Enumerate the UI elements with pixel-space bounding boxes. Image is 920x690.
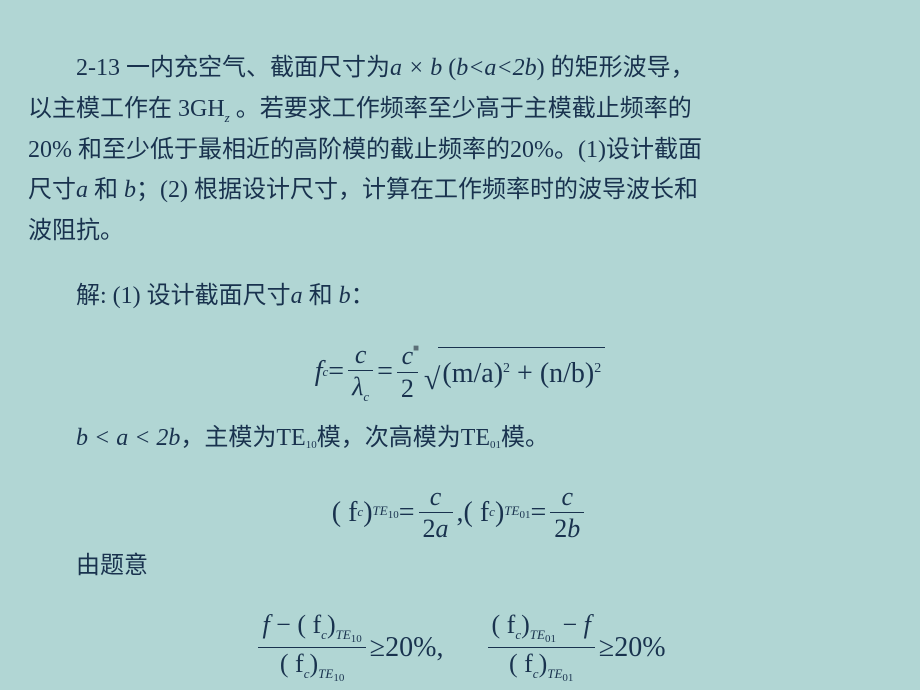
txt: 解: xyxy=(76,283,107,309)
denominator: λc xyxy=(348,373,373,404)
frac-bar xyxy=(348,370,373,371)
txt: 模。 xyxy=(501,425,549,451)
radicand: (m/a)2 + (n/b)2 xyxy=(438,347,605,398)
op: = xyxy=(377,348,393,396)
txt: ；(2) 根据设计尺寸，计算在工作频率时的波导波长和 xyxy=(136,177,698,203)
txt: 尺寸 xyxy=(28,177,76,203)
solution-header: 解: (1) 设计截面尺寸a 和 b： xyxy=(28,276,892,317)
txt: 波阻抗。 xyxy=(28,218,124,244)
comma: , xyxy=(457,489,464,537)
var: a × b xyxy=(390,55,442,81)
var: b xyxy=(339,283,351,309)
given-text: 由题意 xyxy=(28,546,892,587)
fraction: c λc xyxy=(348,341,373,404)
var: b xyxy=(124,177,136,203)
txt: ： xyxy=(351,283,375,309)
txt: 和 xyxy=(88,177,124,203)
denominator: 2 xyxy=(397,375,418,402)
var: b < a < 2b xyxy=(76,425,180,451)
op: = xyxy=(328,348,344,396)
txt: 2-13 一内充空气、截面尺寸为 xyxy=(76,55,390,81)
txt: 和 xyxy=(303,283,339,309)
equation-fc: fc = c λc = c 2 √ (m/a)2 + (n/b)2 xyxy=(28,341,892,404)
problem-paragraph: 2-13 一内充空气、截面尺寸为a × b (b<a<2b) 的矩形波导， 以主… xyxy=(28,48,892,252)
txt: (1) 设计截面尺寸 xyxy=(113,283,291,309)
page: 2-13 一内充空气、截面尺寸为a × b (b<a<2b) 的矩形波导， 以主… xyxy=(0,0,920,685)
mode-text: b < a < 2b，主模为TE10模，次高模为TE01模。 xyxy=(28,418,892,459)
var: b<a<2b xyxy=(456,55,536,81)
txt: ，主模为TE xyxy=(180,425,305,451)
txt: ) 的矩形波导， xyxy=(537,55,695,81)
equation-cutoffs: ( fc)TE10 = c 22aa , ( fc)TE01 = c 2b xyxy=(28,483,892,543)
txt: 20% 和至少低于最相近的高阶模的截止频率的20%。(1)设计截面 xyxy=(28,137,702,163)
sqrt: √ (m/a)2 + (n/b)2 xyxy=(424,347,605,398)
sub: 10 xyxy=(306,439,317,451)
txt: 模，次高模为TE xyxy=(317,425,490,451)
txt: ( xyxy=(442,55,456,81)
equation-constraints: f − ( fc)TE10 ( fc)TE10 ≥ 20% , ( fc)TE0… xyxy=(28,611,892,685)
frac-bar xyxy=(397,372,418,373)
center-dot: ■ xyxy=(413,340,419,357)
var: f xyxy=(315,348,323,396)
sub: 01 xyxy=(490,439,501,451)
txt: 以主模工作在 3GH xyxy=(28,96,225,122)
txt: 。若要求工作频率至少高于主模截止频率的 xyxy=(230,96,692,122)
var: a xyxy=(76,177,88,203)
var: a xyxy=(291,283,303,309)
numerator: c xyxy=(351,341,371,368)
